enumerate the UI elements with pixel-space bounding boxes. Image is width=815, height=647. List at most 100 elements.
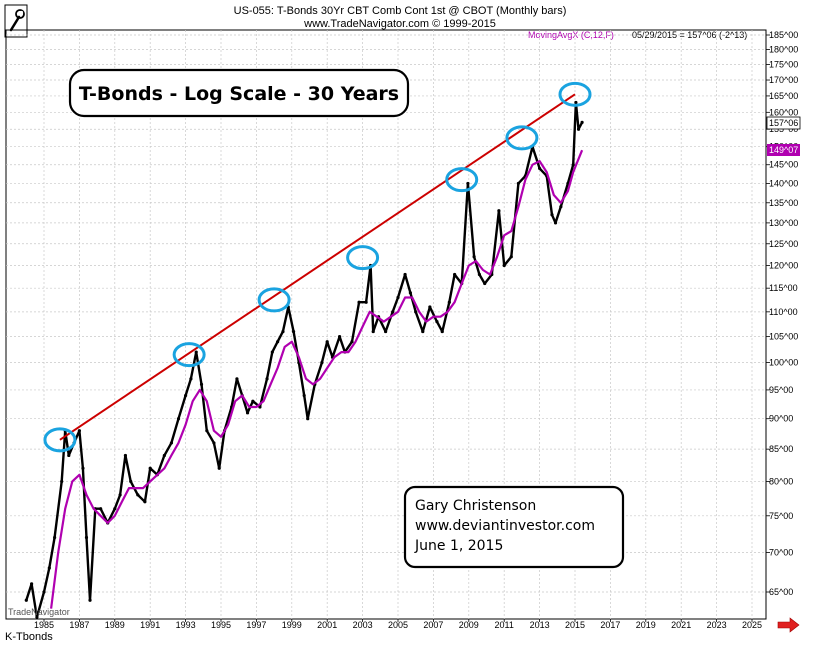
price-point [580, 120, 584, 124]
price-point [408, 291, 412, 295]
ma-line [50, 149, 584, 609]
price-point [453, 272, 457, 277]
x-tick-label: 2017 [600, 620, 620, 630]
price-point [466, 181, 470, 186]
x-tick-label: 2019 [636, 620, 656, 630]
price-point [364, 300, 368, 304]
x-tick-label: 2007 [423, 620, 443, 630]
price-point [391, 310, 395, 314]
price-point [281, 329, 285, 334]
x-tick-label: 2005 [388, 620, 408, 630]
highlight-circle [346, 245, 380, 271]
y-tick-label: 70^00 [769, 548, 793, 558]
price-point [497, 209, 501, 213]
y-tick-label: 105^00 [769, 332, 798, 342]
price-point [276, 340, 280, 344]
price-point [176, 417, 181, 421]
price-point [143, 500, 147, 504]
price-point [516, 181, 520, 186]
price-point [421, 329, 425, 334]
trendline [59, 93, 576, 441]
price-point [245, 411, 250, 415]
price-point [194, 350, 198, 354]
y-tick-label: 145^00 [769, 160, 798, 170]
y-tick-label: 125^00 [769, 239, 798, 249]
price-point [502, 263, 506, 268]
price-point [477, 272, 482, 277]
wrench-icon[interactable] [4, 4, 28, 38]
price-point [35, 615, 39, 619]
author-annotation-box: Gary Christenson www.deviantinvestor.com… [403, 485, 625, 569]
right-arrow-icon[interactable] [777, 617, 800, 633]
price-point [189, 377, 193, 381]
price-point [60, 479, 64, 484]
price-point [350, 340, 354, 344]
price-point [559, 205, 563, 209]
price-point [550, 213, 554, 217]
price-point [162, 453, 166, 458]
annotation-website: www.deviantinvestor.com [415, 518, 595, 534]
price-point [113, 507, 117, 511]
highlight-circle [43, 427, 77, 453]
x-tick-label: 1987 [69, 620, 89, 630]
price-point [53, 535, 57, 540]
chart-title: T-Bonds - Log Scale - 30 Years [79, 83, 399, 105]
x-tick-label: 2021 [671, 620, 691, 630]
price-point [251, 399, 255, 403]
y-tick-label: 100^00 [769, 358, 798, 368]
price-point [217, 466, 221, 470]
footer-symbol: K-Tbonds [5, 631, 53, 643]
y-tick-label: 170^00 [769, 75, 798, 85]
y-axis: 65^00 70^00 75^00 80^00 85^00 90^00 95^00 100^0… [766, 30, 798, 597]
price-point [428, 305, 432, 309]
price-point [30, 582, 34, 586]
x-tick-label: 1999 [282, 620, 302, 630]
y-tick-label: 180^00 [769, 45, 798, 55]
x-tick-label: 2003 [353, 620, 373, 630]
x-axis: 1985 1987 1989 1991 1993 1995 1997 1999 2001 2003… [34, 619, 762, 630]
price-point [258, 405, 262, 409]
y-tick-label: 65^00 [769, 587, 793, 597]
ma-tag: 149^07 [767, 144, 800, 156]
y-tick-label: 80^00 [769, 476, 793, 486]
chart-header-copyright: www.TradeNavigator.com © 1999-2015 [303, 18, 496, 30]
plot-area-frame [5, 29, 767, 620]
y-tick-label: 140^00 [769, 178, 798, 188]
price-point [184, 393, 188, 398]
highlight-circles [43, 81, 592, 453]
price-point [472, 255, 476, 259]
annotation-author: Gary Christenson [415, 498, 536, 514]
price-point [576, 127, 581, 131]
price-point [235, 377, 239, 381]
y-tick-label: 185^00 [769, 30, 798, 40]
y-tick-label: 130^00 [769, 218, 798, 228]
ma-tag-text: 149^07 [769, 145, 798, 155]
price-point [371, 329, 375, 334]
y-tick-label: 110^00 [769, 307, 798, 317]
price-point [357, 300, 361, 304]
price-point [118, 493, 122, 497]
x-tick-label: 1995 [211, 620, 231, 630]
price-point [414, 310, 418, 314]
price-point [325, 340, 329, 344]
price-point [435, 320, 439, 324]
price-point [42, 590, 46, 594]
price-point [88, 598, 92, 602]
chart-title-box: T-Bonds - Log Scale - 30 Years [68, 68, 410, 118]
price-point [306, 417, 310, 421]
price-point [440, 329, 444, 334]
x-tick-label: 2011 [495, 620, 514, 630]
x-tick-label: 2013 [530, 620, 550, 630]
price-point [337, 335, 342, 339]
annotation-date: June 1, 2015 [414, 538, 503, 554]
price-point [538, 166, 542, 171]
y-tick-label: 115^00 [769, 283, 798, 293]
price-point [265, 377, 269, 381]
price-point [270, 350, 274, 354]
price-point [81, 466, 85, 470]
price-tag: 157^06 [766, 116, 801, 130]
watermark: TradeNavigator [8, 607, 70, 617]
price-point [67, 453, 71, 458]
price-point [396, 295, 400, 300]
highlight-circle [257, 287, 291, 313]
